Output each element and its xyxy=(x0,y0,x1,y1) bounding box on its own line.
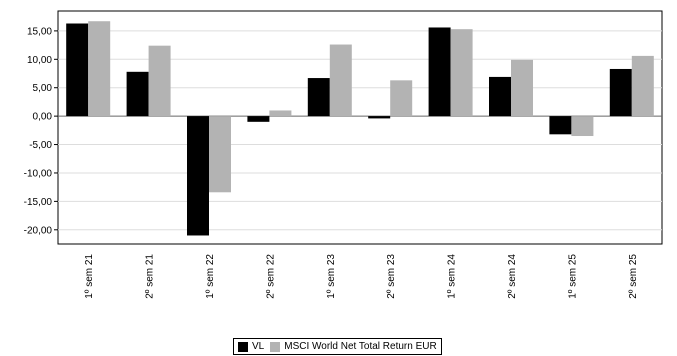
y-tick-label: -10,00 xyxy=(24,168,53,179)
bar-vl xyxy=(428,27,451,117)
y-tick-label: 10,00 xyxy=(27,55,52,66)
bar-vl xyxy=(368,116,391,119)
y-tick-label: 5,00 xyxy=(33,83,53,94)
legend-item-vl: VL xyxy=(238,341,264,352)
x-tick-label: 1º sem 22 xyxy=(205,254,216,299)
bar-msci xyxy=(329,44,352,117)
bar-msci xyxy=(209,116,231,193)
legend: VL MSCI World Net Total Return EUR xyxy=(233,338,442,355)
legend-label-vl: VL xyxy=(252,341,265,352)
x-tick-labels: 1º sem 21 2º sem 21 1º sem 22 2º sem 22 1º s… xyxy=(84,254,639,299)
bar-vl xyxy=(609,68,632,117)
legend-swatch-vl xyxy=(238,341,248,352)
bar-msci xyxy=(571,116,594,137)
y-tick-label: 15,00 xyxy=(27,26,52,37)
y-tick-label: -20,00 xyxy=(24,225,53,236)
x-tick-label: 2º sem 24 xyxy=(507,254,518,299)
legend-swatch-msci xyxy=(270,341,281,352)
x-tick-label: 1º sem 25 xyxy=(567,254,578,299)
bar-vl xyxy=(307,78,330,117)
bar-vl xyxy=(126,71,149,117)
x-tick-label: 1º sem 24 xyxy=(447,254,458,299)
y-tick-label: -15,00 xyxy=(24,197,53,208)
y-tick-label: 0,00 xyxy=(33,112,53,123)
x-tick-label: 1º sem 21 xyxy=(84,254,95,299)
y-tick-labels: 15,00 10,00 5,00 0,00 -5,00 -10,00 -15,00 -20,0… xyxy=(24,26,53,236)
bar-msci xyxy=(269,110,292,117)
bar-vl xyxy=(549,116,572,135)
bar-msci xyxy=(450,29,473,117)
y-tick-label: -5,00 xyxy=(29,140,52,151)
bar-msci xyxy=(390,80,413,117)
bar-msci xyxy=(631,55,654,117)
x-tick-label: 2º sem 22 xyxy=(265,254,276,299)
bar-msci xyxy=(511,59,533,117)
bar-vl xyxy=(187,116,209,236)
bar-msci xyxy=(148,45,171,117)
x-tick-label: 2º sem 23 xyxy=(386,254,397,299)
bar-vl xyxy=(247,116,270,122)
bar-vl xyxy=(489,76,511,117)
bars xyxy=(66,21,654,236)
legend-label-msci: MSCI World Net Total Return EUR xyxy=(284,341,437,352)
x-tick-label: 2º sem 25 xyxy=(628,254,639,299)
bar-vl xyxy=(66,23,89,117)
legend-item-msci: MSCI World Net Total Return EUR xyxy=(270,341,437,352)
x-tick-label: 2º sem 21 xyxy=(145,254,156,299)
bar-msci xyxy=(88,21,111,117)
x-tick-label: 1º sem 23 xyxy=(326,254,337,299)
